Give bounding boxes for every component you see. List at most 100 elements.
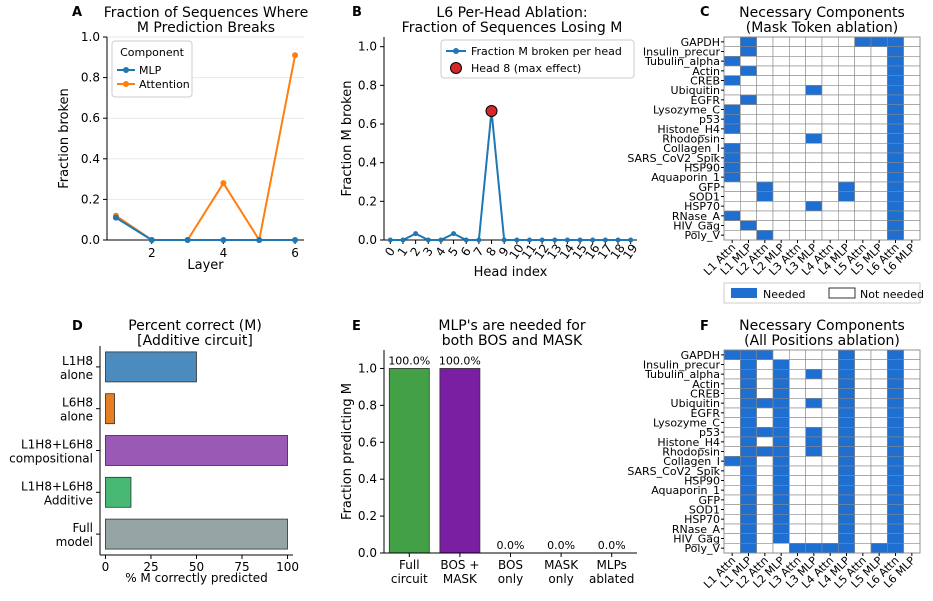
heatmap-cell <box>870 94 888 105</box>
heatmap-cell <box>789 465 806 476</box>
heatmap-cell <box>723 417 741 428</box>
panel-b: B L6 Per-Head Ablation:Fraction of Sequen… <box>340 5 641 280</box>
category-label: L6H8 <box>62 396 93 410</box>
heatmap-cell <box>756 456 774 467</box>
heatmap-cell <box>838 56 855 67</box>
y-tick-label: 1.0 <box>358 40 377 54</box>
panel-title: L6 Per-Head Ablation: <box>436 5 587 21</box>
bar <box>105 518 288 550</box>
heatmap-cell <box>821 46 839 57</box>
bar <box>388 368 430 554</box>
row-label: GAPDH <box>681 349 720 362</box>
heatmap-cell <box>772 181 790 192</box>
category-label: L1H8+L6H8 <box>21 479 93 493</box>
row-label: Rhodopsin <box>662 446 720 459</box>
heatmap-cell <box>740 201 757 212</box>
heatmap-cell <box>723 465 741 476</box>
data-point <box>292 52 299 59</box>
heatmap-cell <box>838 436 855 447</box>
heatmap-cell <box>870 398 888 409</box>
heatmap-cell <box>838 191 855 202</box>
data-point <box>539 237 545 243</box>
heatmap-cell <box>805 465 823 476</box>
y-tick-label: 0.6 <box>358 435 377 449</box>
heatmap-cell <box>838 46 855 57</box>
heatmap-cell <box>854 398 872 409</box>
heatmap-cell <box>756 514 774 525</box>
legend-marker <box>453 48 459 54</box>
heatmap-cell <box>821 162 839 173</box>
heatmap-cell <box>805 46 823 57</box>
heatmap-cell <box>854 475 872 486</box>
heatmap-cell <box>854 523 872 534</box>
heatmap-cell <box>772 220 790 231</box>
heatmap-cell <box>887 504 904 515</box>
heatmap-cell <box>805 210 823 221</box>
heatmap-cell <box>756 181 774 192</box>
legend-label: Attention <box>139 78 190 91</box>
heatmap-cell <box>805 172 823 183</box>
heatmap-cell <box>805 427 823 438</box>
heatmap-cell <box>805 114 823 125</box>
heatmap-cell <box>838 220 855 231</box>
heatmap-cell <box>821 191 839 202</box>
heatmap-cell <box>772 388 790 399</box>
heatmap-cell <box>821 230 839 241</box>
heatmap-cell <box>805 143 823 154</box>
heatmap-cell <box>723 220 741 231</box>
heatmap-cell <box>805 436 823 447</box>
heatmap-cell <box>740 123 757 134</box>
heatmap-cell <box>789 220 806 231</box>
heatmap-cell <box>838 523 855 534</box>
x-tick-label: 50 <box>189 560 204 574</box>
heatmap-cell <box>740 104 757 115</box>
heatmap-cell <box>805 349 823 360</box>
heatmap-cell <box>903 230 921 241</box>
heatmap-cell <box>723 494 741 505</box>
heatmap-cell <box>805 181 823 192</box>
heatmap-cell <box>887 133 904 144</box>
row-label: Lysozyme_C <box>653 104 720 117</box>
heatmap-cell <box>903 172 921 183</box>
heatmap-cell <box>740 398 757 409</box>
heatmap-cell <box>805 65 823 76</box>
heatmap-cell <box>772 369 790 380</box>
heatmap-cell <box>740 85 757 96</box>
heatmap-cell <box>821 398 839 409</box>
heatmap-cell <box>789 133 806 144</box>
heatmap-cell <box>756 36 774 47</box>
heatmap-cell <box>740 230 757 241</box>
heatmap-cell <box>870 65 888 76</box>
heatmap-cell <box>821 427 839 438</box>
heatmap-cell <box>903 494 921 505</box>
heatmap-cell <box>870 191 888 202</box>
heatmap-cell <box>821 104 839 115</box>
heatmap-cell <box>854 378 872 389</box>
row-label: Aquaporin_1 <box>651 484 720 497</box>
heatmap-cell <box>870 201 888 212</box>
heatmap-cell <box>723 523 741 534</box>
heatmap-cell <box>903 475 921 486</box>
heatmap-cell <box>870 75 888 86</box>
row-label: RNase_A <box>672 210 721 223</box>
heatmap-cell <box>854 504 872 515</box>
heatmap-cell <box>838 465 855 476</box>
data-label: 0.0% <box>598 539 626 552</box>
data-point <box>112 214 119 221</box>
heatmap-cell <box>854 427 872 438</box>
heatmap-cell <box>903 407 921 418</box>
heatmap-cell <box>772 456 790 467</box>
row-label: p53 <box>699 113 720 126</box>
heatmap-cell <box>870 436 888 447</box>
heatmap-cell <box>821 349 839 360</box>
heatmap-cell <box>887 220 904 231</box>
heatmap-cell <box>870 407 888 418</box>
heatmap-cell <box>821 504 839 515</box>
heatmap-cell <box>789 533 806 544</box>
heatmap-cell <box>870 133 888 144</box>
heatmap-cell <box>887 436 904 447</box>
heatmap-cell <box>805 485 823 496</box>
heatmap-cell <box>756 485 774 496</box>
heatmap-cell <box>821 543 839 554</box>
heatmap-cell <box>887 388 904 399</box>
